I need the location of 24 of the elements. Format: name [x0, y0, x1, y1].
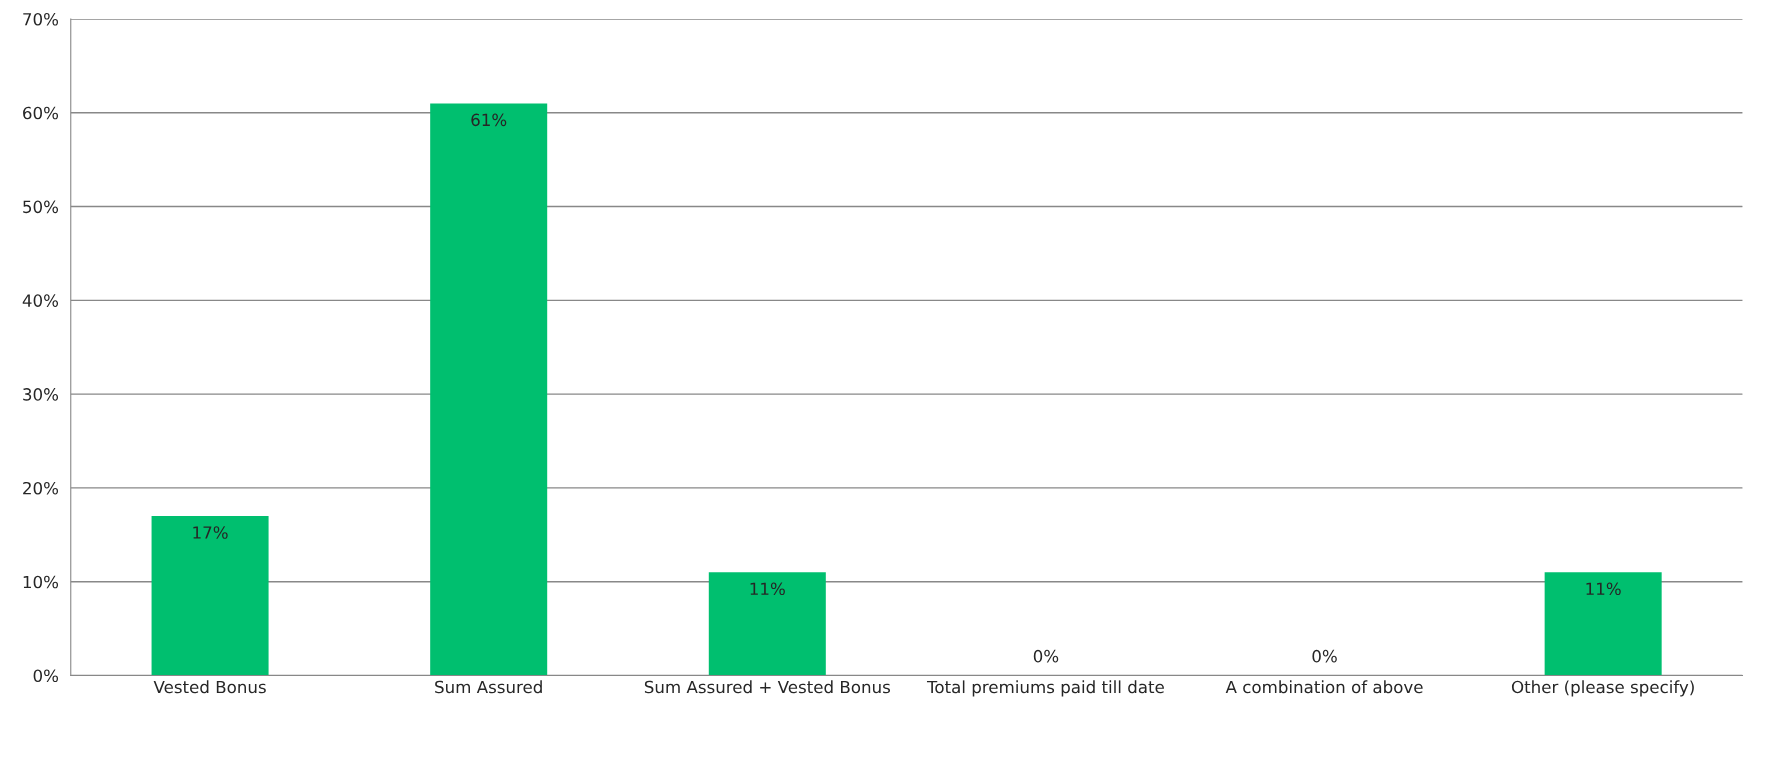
bar: [151, 516, 269, 676]
bar: [430, 103, 548, 676]
data-label: 61%: [471, 113, 507, 127]
data-label: 11%: [750, 582, 785, 596]
x-tick-label: Sum Assured + Vested Bonus: [644, 680, 891, 694]
y-tick-label: 10%: [23, 575, 59, 589]
y-tick-label: 30%: [23, 388, 59, 401]
y-tick-label: 70%: [23, 12, 59, 26]
data-label: 0%: [1312, 649, 1337, 663]
y-tick-label: 20%: [23, 481, 59, 495]
data-label: 0%: [1033, 649, 1059, 663]
data-label: 17%: [193, 526, 228, 539]
bar: [1544, 572, 1662, 676]
x-tick-label: Sum Assured: [435, 680, 542, 694]
x-tick-label: Other (please specify): [1511, 680, 1694, 697]
data-label: 11%: [1586, 582, 1621, 596]
bar: [708, 572, 826, 676]
y-tick-label: 0%: [33, 669, 59, 683]
x-tick-label: A combination of above: [1225, 680, 1423, 694]
y-tick-label: 60%: [23, 106, 59, 120]
y-tick-label: 50%: [23, 200, 59, 214]
y-tick-label: 40%: [22, 294, 59, 307]
x-tick-label: Vested Bonus: [153, 680, 266, 694]
x-tick-label: Total premiums paid till date: [926, 680, 1164, 697]
